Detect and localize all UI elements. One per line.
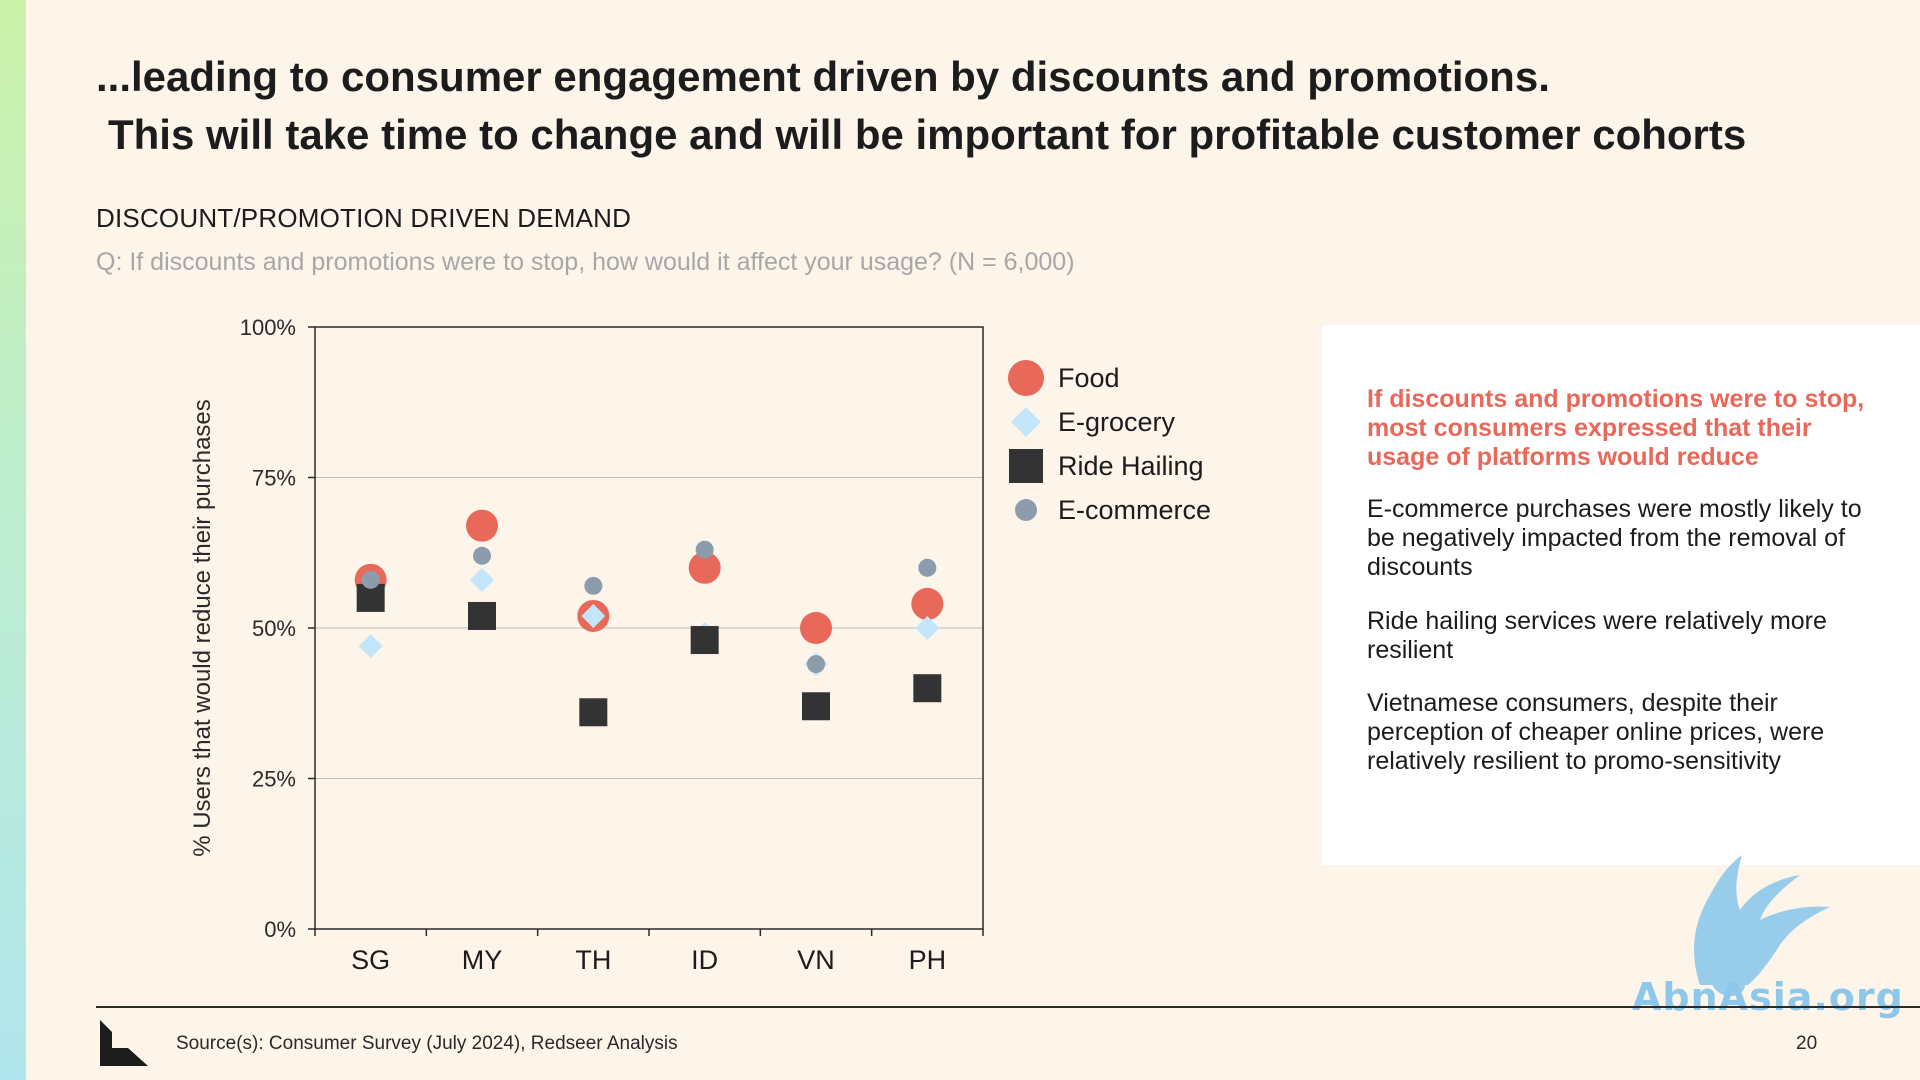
legend-label-egrocery: E-grocery <box>1058 406 1176 437</box>
legend-label-ride-hailing: Ride Hailing <box>1058 450 1204 481</box>
slide-title: ...leading to consumer engagement driven… <box>96 48 1856 164</box>
point-e-grocery-sg <box>358 634 383 659</box>
point-e-grocery-th <box>581 603 606 628</box>
legend-marker-ride-hailing <box>1000 444 1046 488</box>
point-food-my <box>466 509 498 542</box>
point-ride-hailing-my <box>468 601 496 630</box>
y-axis-label: % Users that would reduce their purchase… <box>189 399 216 857</box>
page-number: 20 <box>1796 1033 1818 1054</box>
insight-highlight: If discounts and promotions were to stop… <box>1367 385 1865 471</box>
point-e-commerce-ph <box>918 558 937 577</box>
legend-marker-ecommerce <box>1000 488 1046 532</box>
x-tick-label: SG <box>351 945 390 975</box>
legend-item-ecommerce: E-commerce <box>1000 488 1211 532</box>
scatter-chart: 0% 25% 50% 75% 100% SG MY TH ID VN PH % Users that … <box>189 315 984 975</box>
point-e-commerce-sg <box>361 570 380 589</box>
section-label: DISCOUNT/PROMOTION DRIVEN DEMAND <box>96 203 632 233</box>
point-ride-hailing-th <box>579 698 608 727</box>
legend-marker-egrocery <box>1000 400 1046 444</box>
griffin-watermark-icon <box>1694 855 1830 997</box>
y-tick-label: 100% <box>240 315 296 340</box>
insight-point-ride-hailing: Ride hailing services were relatively mo… <box>1367 607 1827 664</box>
slide-title-line1: ...leading to consumer engagement driven… <box>96 53 1550 100</box>
x-tick-label: VN <box>797 945 835 975</box>
x-tick-label: TH <box>575 945 611 975</box>
chart-legend: Food E-grocery Ride Hailing E-commerce <box>1000 356 1211 532</box>
x-tick-label: PH <box>909 945 947 975</box>
point-ride-hailing-vn <box>802 692 830 721</box>
point-food-vn <box>800 612 832 644</box>
survey-question: Q: If discounts and promotions were to s… <box>96 248 1075 276</box>
y-tick-label: 50% <box>252 616 296 641</box>
x-tick-label: ID <box>691 945 718 975</box>
y-tick-label: 0% <box>264 917 296 942</box>
legend-item-egrocery: E-grocery <box>1000 400 1211 444</box>
footer-divider <box>96 1006 1920 1008</box>
y-tick-label: 75% <box>252 466 296 491</box>
point-e-commerce-my <box>473 546 491 565</box>
legend-label-food: Food <box>1058 362 1120 393</box>
x-tick-label: MY <box>462 945 503 975</box>
legend-item-food: Food <box>1000 356 1211 400</box>
point-food-id <box>688 551 721 584</box>
legend-marker-food <box>1000 356 1046 400</box>
point-e-commerce-vn <box>807 655 825 674</box>
point-e-commerce-th <box>584 576 603 595</box>
point-ride-hailing-ph <box>913 674 942 703</box>
point-e-commerce-id <box>695 540 714 559</box>
insight-panel: If discounts and promotions were to stop… <box>1322 325 1920 865</box>
legend-label-ecommerce: E-commerce <box>1058 494 1212 525</box>
point-e-grocery-my <box>470 567 494 592</box>
decorative-side-strip <box>0 0 26 1080</box>
legend-item-ride-hailing: Ride Hailing <box>1000 444 1211 488</box>
insight-point-vietnam: Vietnamese consumers, despite their perc… <box>1367 689 1825 775</box>
insight-point-ecommerce: E-commerce purchases were mostly likely … <box>1367 495 1862 581</box>
y-tick-label: 25% <box>252 767 296 792</box>
point-food-ph <box>911 587 944 620</box>
point-ride-hailing-id <box>690 626 719 655</box>
point-e-grocery-ph <box>915 616 940 640</box>
slide-title-line2: This will take time to change and will b… <box>108 111 1747 158</box>
redseer-logo-icon <box>100 1020 148 1066</box>
source-note: Source(s): Consumer Survey (July 2024), … <box>176 1033 678 1054</box>
watermark-text: AbnAsia.org <box>1632 975 1904 1019</box>
